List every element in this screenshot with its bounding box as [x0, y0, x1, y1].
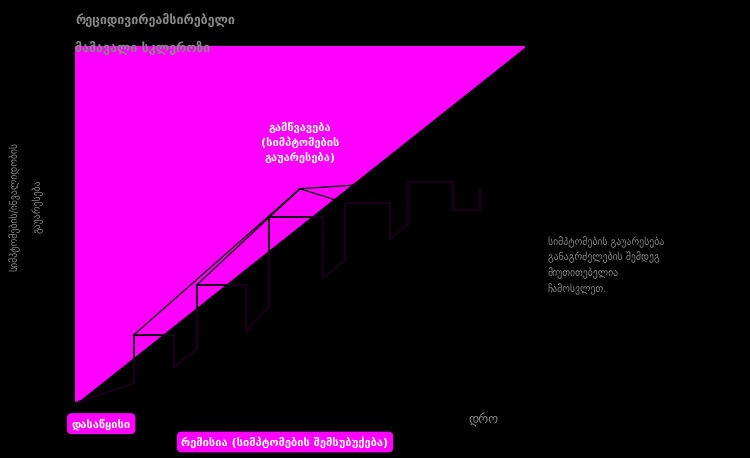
Text: გაუარესება: გაუარესება: [32, 179, 44, 233]
Text: მამავალი სკლეროზი: მამავალი სკლეროზი: [75, 41, 210, 55]
Text: დასაწყისი: დასაწყისი: [72, 418, 130, 430]
Polygon shape: [75, 46, 525, 403]
Text: სიმპტომების/ინვალიდობის: სიმპტომების/ინვალიდობის: [9, 142, 21, 271]
Text: დრო: დრო: [469, 412, 499, 426]
Text: რეციდივირეამსირებელი: რეციდივირეამსირებელი: [75, 13, 235, 27]
Text: რემისია (სიმპტომების შემსუბუქება): რემისია (სიმპტომების შემსუბუქება): [182, 436, 388, 448]
Text: სიმპტომების გაუარესება
განაგრძელების შემდეგ
მიუთითებელია
ჩამოსვლეთ.: სიმპტომების გაუარესება განაგრძელების შემ…: [548, 236, 664, 295]
Text: გამწვავება
(სიმპტომების
გაუარესება): გამწვავება (სიმპტომების გაუარესება): [261, 121, 339, 163]
